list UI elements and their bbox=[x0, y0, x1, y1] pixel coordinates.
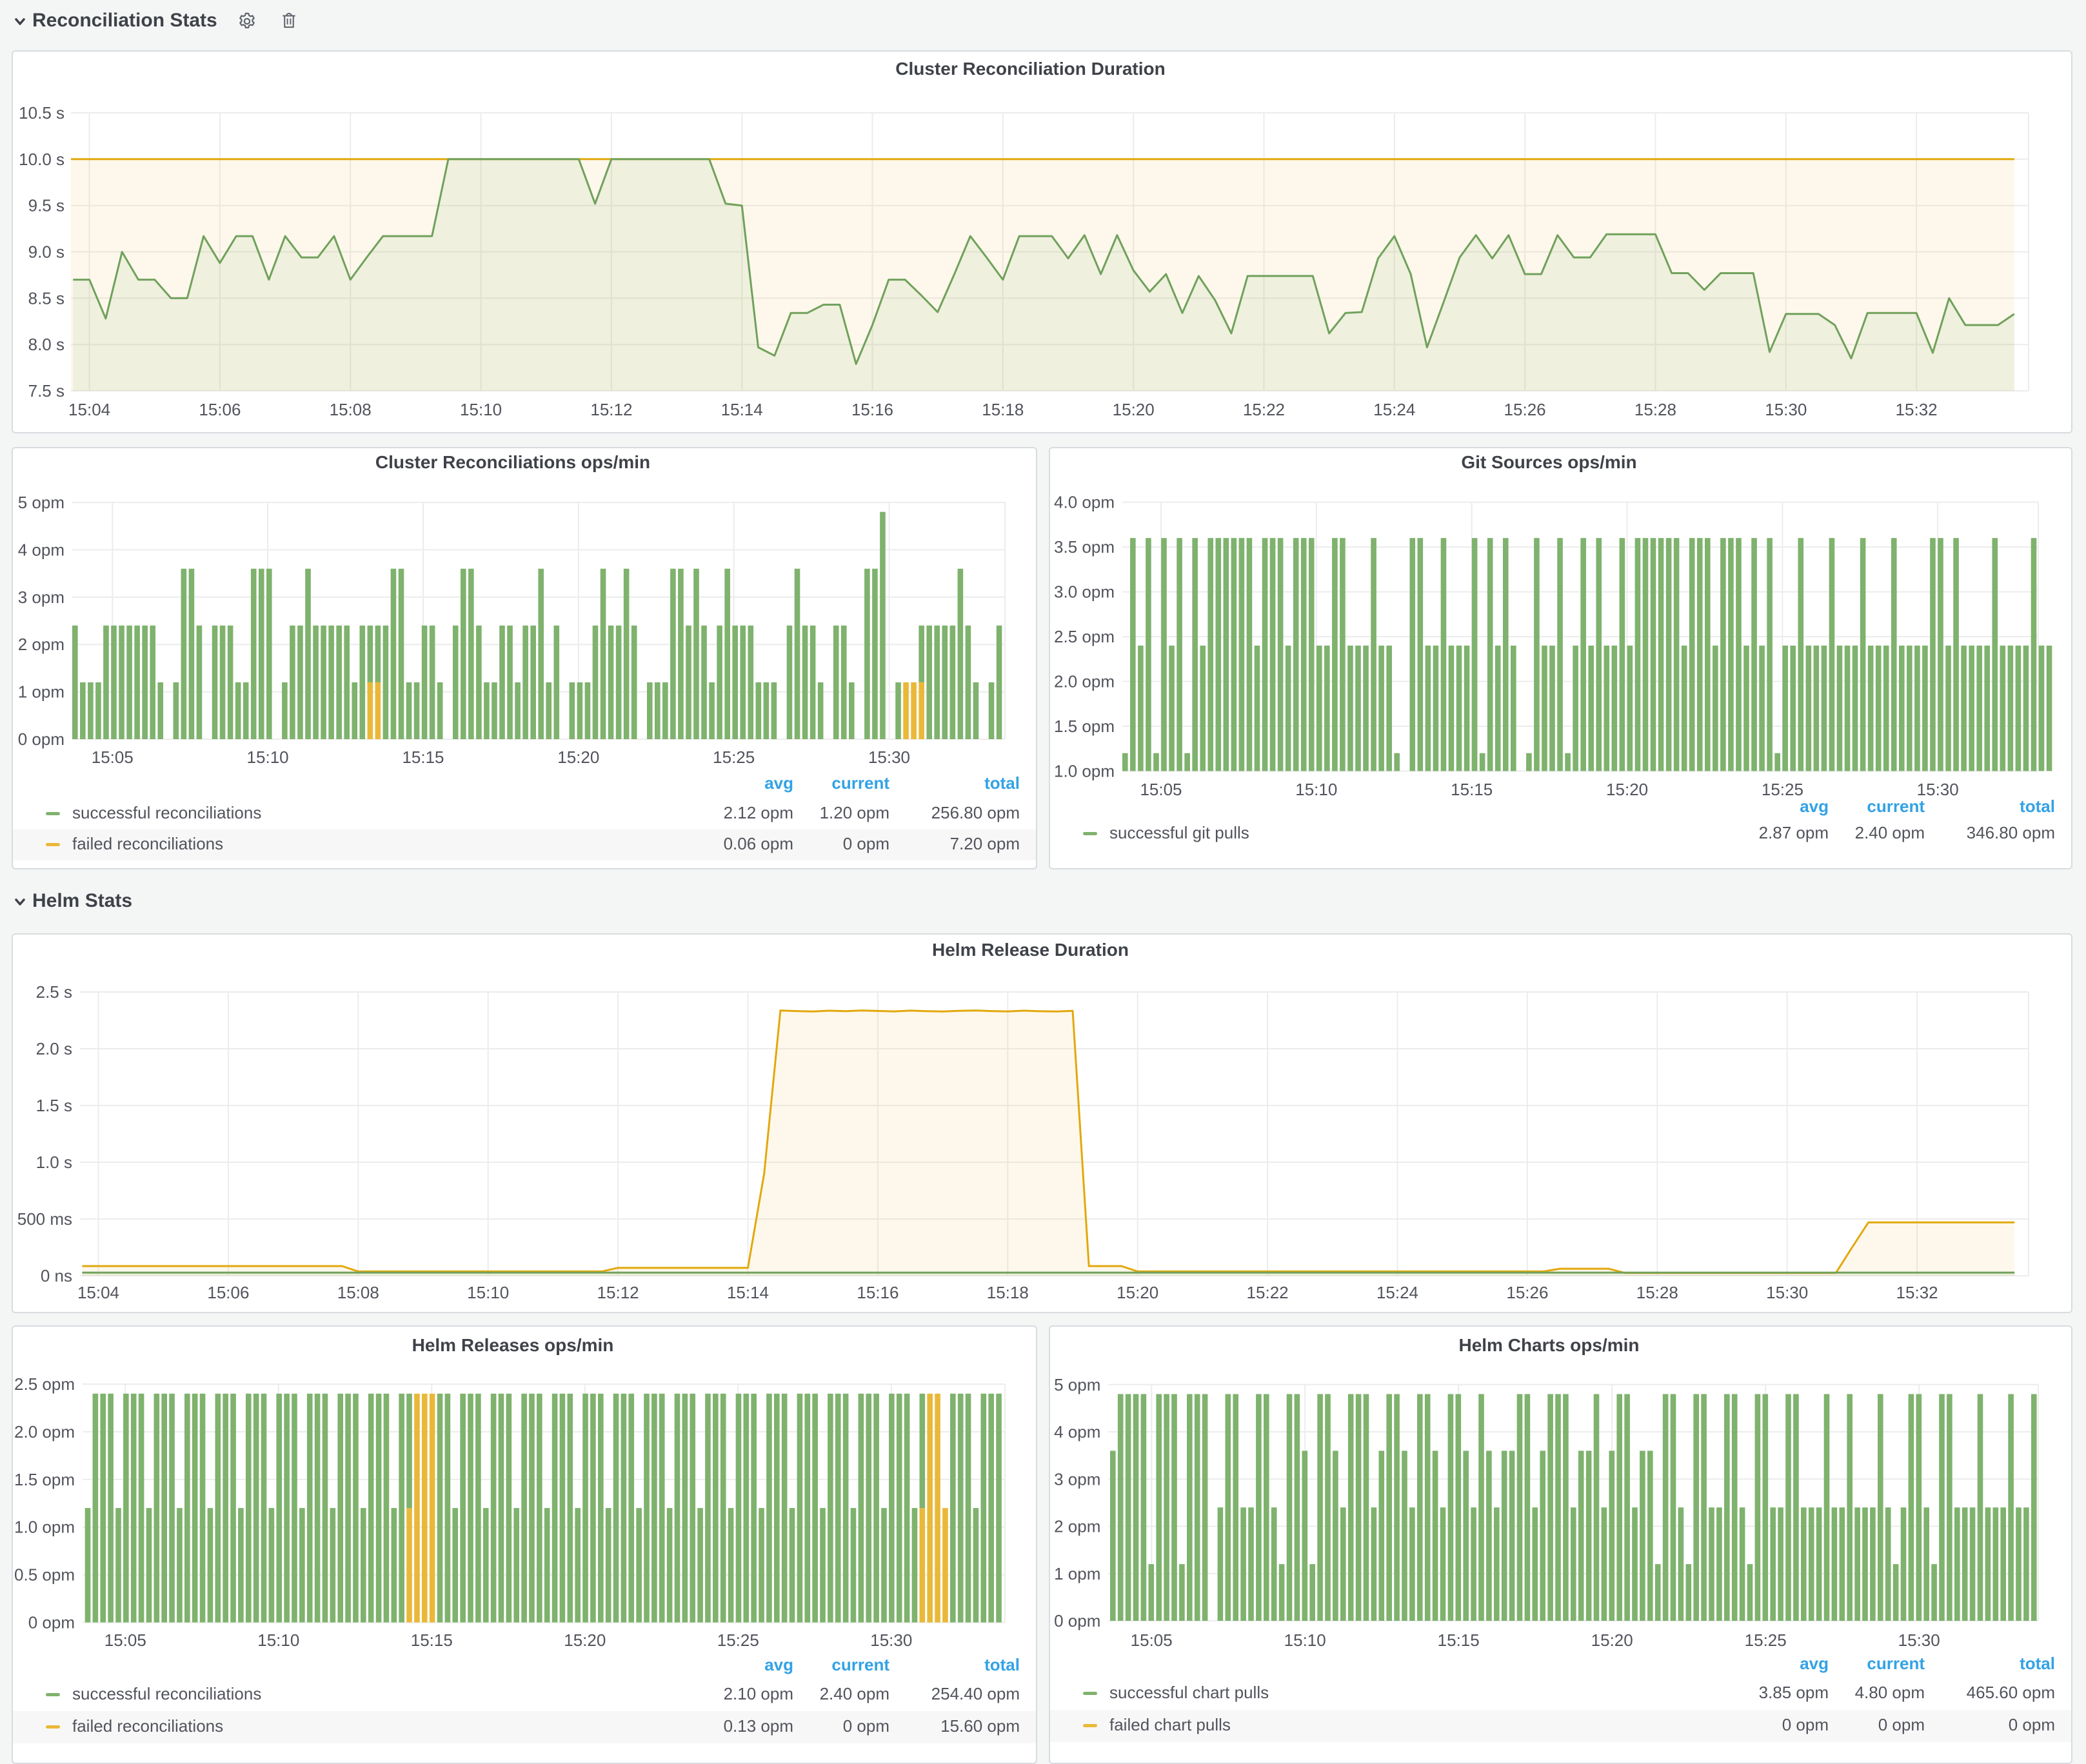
svg-text:15:10: 15:10 bbox=[257, 1630, 299, 1650]
svg-text:15:10: 15:10 bbox=[1284, 1630, 1326, 1650]
svg-text:15:05: 15:05 bbox=[92, 748, 134, 767]
svg-text:10.5 s: 10.5 s bbox=[19, 103, 65, 123]
svg-text:15:30: 15:30 bbox=[1766, 1283, 1808, 1302]
svg-text:2.5 opm: 2.5 opm bbox=[1054, 627, 1115, 646]
svg-text:15:30: 15:30 bbox=[1898, 1630, 1940, 1650]
svg-text:15:10: 15:10 bbox=[460, 400, 502, 419]
svg-text:15:20: 15:20 bbox=[1591, 1630, 1633, 1650]
svg-text:15:32: 15:32 bbox=[1896, 400, 1938, 419]
svg-text:4.0 opm: 4.0 opm bbox=[1054, 493, 1115, 512]
svg-text:15:08: 15:08 bbox=[337, 1283, 379, 1302]
svg-text:15:20: 15:20 bbox=[1606, 780, 1648, 799]
svg-text:2.0 opm: 2.0 opm bbox=[14, 1422, 75, 1442]
svg-text:15:18: 15:18 bbox=[982, 400, 1024, 419]
svg-text:15:05: 15:05 bbox=[1140, 780, 1182, 799]
svg-text:0.5 opm: 0.5 opm bbox=[14, 1565, 75, 1585]
svg-text:15:26: 15:26 bbox=[1504, 400, 1546, 419]
svg-text:15:05: 15:05 bbox=[104, 1630, 146, 1650]
svg-text:15:10: 15:10 bbox=[467, 1283, 509, 1302]
svg-text:2.5 s: 2.5 s bbox=[36, 982, 72, 1002]
svg-text:15:24: 15:24 bbox=[1373, 400, 1415, 419]
svg-text:15:20: 15:20 bbox=[564, 1630, 606, 1650]
svg-text:15:15: 15:15 bbox=[1438, 1630, 1480, 1650]
svg-text:1 opm: 1 opm bbox=[18, 682, 65, 702]
svg-text:15:12: 15:12 bbox=[597, 1283, 639, 1302]
svg-text:3 opm: 3 opm bbox=[18, 588, 65, 607]
svg-text:15:22: 15:22 bbox=[1243, 400, 1285, 419]
svg-text:0 opm: 0 opm bbox=[1054, 1611, 1100, 1630]
svg-text:2.5 opm: 2.5 opm bbox=[14, 1374, 75, 1394]
svg-text:1.5 opm: 1.5 opm bbox=[14, 1470, 75, 1489]
svg-text:15:24: 15:24 bbox=[1376, 1283, 1418, 1302]
svg-text:15:28: 15:28 bbox=[1636, 1283, 1678, 1302]
svg-text:15:15: 15:15 bbox=[402, 748, 444, 767]
svg-text:15:12: 15:12 bbox=[590, 400, 632, 419]
svg-text:7.5 s: 7.5 s bbox=[28, 381, 65, 401]
svg-text:0 opm: 0 opm bbox=[18, 729, 65, 749]
svg-text:15:04: 15:04 bbox=[77, 1283, 119, 1302]
svg-text:15:16: 15:16 bbox=[857, 1283, 899, 1302]
svg-text:3.0 opm: 3.0 opm bbox=[1054, 582, 1115, 602]
svg-text:15:14: 15:14 bbox=[721, 400, 763, 419]
svg-text:0 opm: 0 opm bbox=[28, 1613, 75, 1632]
svg-text:15:05: 15:05 bbox=[1131, 1630, 1173, 1650]
svg-text:2.0 opm: 2.0 opm bbox=[1054, 672, 1115, 691]
svg-text:2 opm: 2 opm bbox=[18, 635, 65, 654]
svg-text:15:10: 15:10 bbox=[247, 748, 289, 767]
svg-text:15:30: 15:30 bbox=[1917, 780, 1959, 799]
svg-text:1.5 opm: 1.5 opm bbox=[1054, 717, 1115, 736]
svg-text:15:16: 15:16 bbox=[851, 400, 893, 419]
svg-text:15:20: 15:20 bbox=[557, 748, 599, 767]
svg-text:9.5 s: 9.5 s bbox=[28, 196, 65, 215]
svg-text:15:06: 15:06 bbox=[199, 400, 241, 419]
svg-text:15:25: 15:25 bbox=[713, 748, 755, 767]
svg-text:4 opm: 4 opm bbox=[18, 540, 65, 559]
svg-text:8.5 s: 8.5 s bbox=[28, 288, 65, 308]
svg-text:15:30: 15:30 bbox=[1765, 400, 1807, 419]
svg-text:9.0 s: 9.0 s bbox=[28, 243, 65, 262]
svg-text:0 ns: 0 ns bbox=[41, 1266, 72, 1285]
svg-text:2 opm: 2 opm bbox=[1054, 1517, 1100, 1536]
svg-text:5 opm: 5 opm bbox=[1054, 1375, 1100, 1394]
svg-text:15:08: 15:08 bbox=[330, 400, 372, 419]
svg-text:10.0 s: 10.0 s bbox=[19, 150, 65, 169]
svg-text:4 opm: 4 opm bbox=[1054, 1422, 1100, 1442]
svg-text:500 ms: 500 ms bbox=[17, 1209, 72, 1229]
svg-text:15:14: 15:14 bbox=[727, 1283, 769, 1302]
svg-text:15:26: 15:26 bbox=[1506, 1283, 1548, 1302]
svg-text:2.0 s: 2.0 s bbox=[36, 1039, 72, 1058]
svg-text:1.0 opm: 1.0 opm bbox=[14, 1518, 75, 1537]
svg-text:3.5 opm: 3.5 opm bbox=[1054, 537, 1115, 557]
svg-text:15:30: 15:30 bbox=[870, 1630, 912, 1650]
svg-text:15:10: 15:10 bbox=[1295, 780, 1337, 799]
svg-text:15:20: 15:20 bbox=[1117, 1283, 1158, 1302]
svg-text:15:25: 15:25 bbox=[1745, 1630, 1787, 1650]
svg-text:15:15: 15:15 bbox=[1451, 780, 1493, 799]
svg-text:15:25: 15:25 bbox=[717, 1630, 759, 1650]
svg-text:5 opm: 5 opm bbox=[18, 493, 65, 512]
svg-text:15:32: 15:32 bbox=[1896, 1283, 1938, 1302]
svg-text:1 opm: 1 opm bbox=[1054, 1564, 1100, 1583]
svg-text:15:28: 15:28 bbox=[1634, 400, 1676, 419]
svg-text:15:20: 15:20 bbox=[1113, 400, 1155, 419]
svg-text:8.0 s: 8.0 s bbox=[28, 335, 65, 354]
svg-text:15:18: 15:18 bbox=[987, 1283, 1029, 1302]
svg-text:15:15: 15:15 bbox=[411, 1630, 453, 1650]
svg-text:1.0 opm: 1.0 opm bbox=[1054, 762, 1115, 781]
svg-text:15:25: 15:25 bbox=[1762, 780, 1803, 799]
svg-text:15:04: 15:04 bbox=[68, 400, 110, 419]
svg-text:15:06: 15:06 bbox=[207, 1283, 249, 1302]
svg-text:1.0 s: 1.0 s bbox=[36, 1153, 72, 1172]
svg-text:3 opm: 3 opm bbox=[1054, 1469, 1100, 1489]
svg-text:15:30: 15:30 bbox=[868, 748, 910, 767]
svg-text:15:22: 15:22 bbox=[1247, 1283, 1289, 1302]
svg-text:1.5 s: 1.5 s bbox=[36, 1096, 72, 1115]
